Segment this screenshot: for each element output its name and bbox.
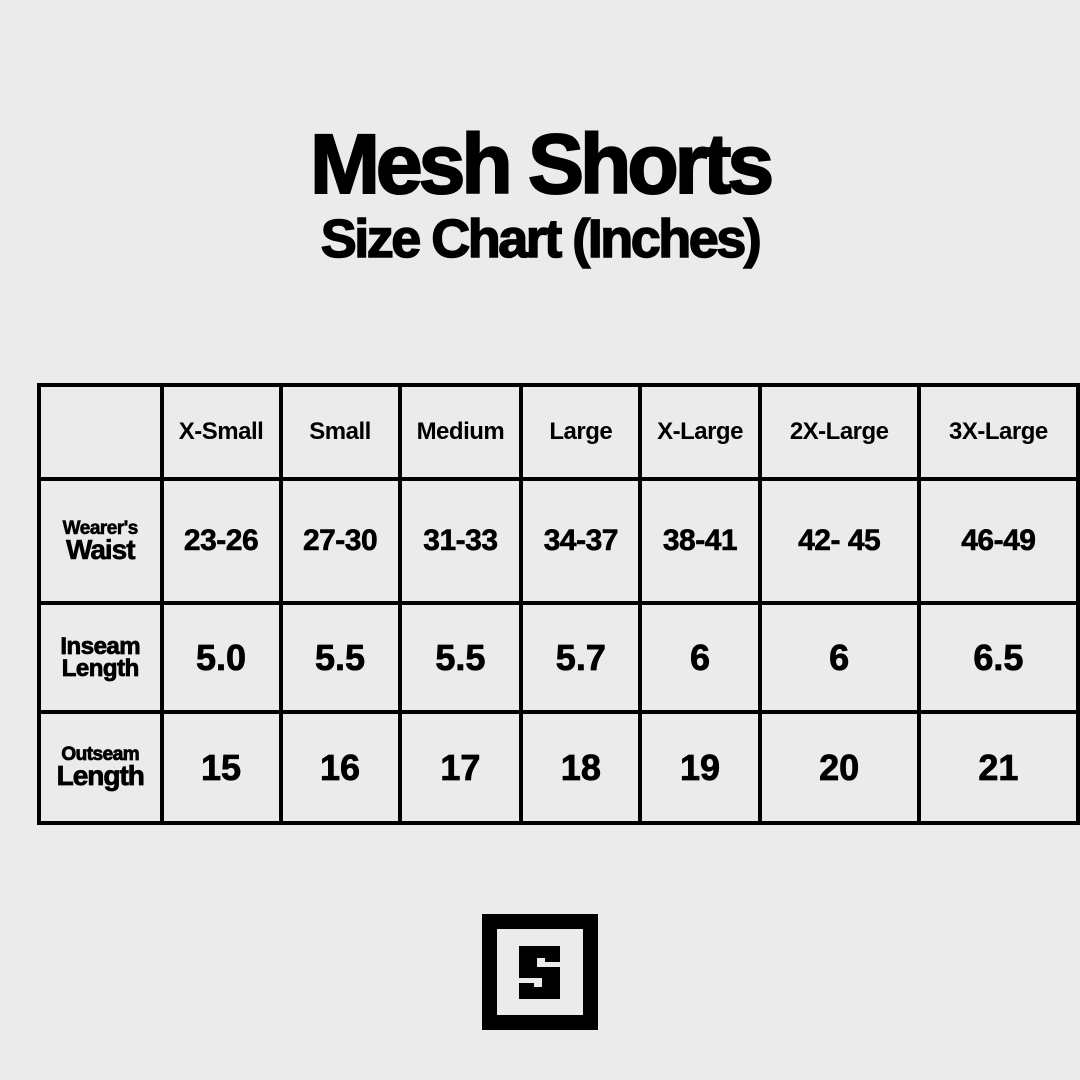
row-label: Inseam Length — [37, 601, 164, 714]
row-label: Outseam Length — [37, 710, 164, 825]
table-cell: 5.5 — [397, 601, 524, 714]
table-cell: 17 — [397, 710, 524, 825]
row-label-bottom: Length — [61, 654, 139, 682]
table-cell: 42- 45 — [757, 477, 921, 605]
table-cell: 31-33 — [397, 477, 524, 605]
table-cell: 6 — [757, 601, 921, 714]
col-header: 2X-Large — [757, 383, 921, 481]
table-cell: 23-26 — [159, 477, 283, 605]
table-cell: 5.7 — [519, 601, 643, 714]
table-cell: 20 — [757, 710, 921, 825]
corner-cell — [37, 383, 164, 481]
table-cell: 34-37 — [519, 477, 643, 605]
table-row: Wearer's Waist 23-26 27-30 31-33 34-37 38… — [37, 477, 1080, 605]
table-cell: 5.5 — [278, 601, 402, 714]
row-label-bottom: Length — [56, 760, 145, 792]
col-header: Large — [519, 383, 643, 481]
table-cell: 46-49 — [916, 477, 1080, 605]
row-label: Wearer's Waist — [37, 477, 164, 605]
row-label-top: Inseam — [60, 632, 141, 660]
table-cell: 16 — [278, 710, 402, 825]
table-cell: 6 — [638, 601, 762, 714]
row-label-bottom: Waist — [65, 533, 136, 565]
col-header: X-Small — [159, 383, 283, 481]
col-header: 3X-Large — [916, 383, 1080, 481]
table-cell: 21 — [916, 710, 1080, 825]
header-row: X-Small Small Medium Large X-Large 2X-La… — [37, 383, 1080, 481]
page-title: Mesh Shorts — [309, 117, 775, 211]
page-subtitle: Size Chart (Inches) — [320, 208, 763, 270]
row-label-top: Wearer's — [62, 517, 138, 539]
col-header: Small — [278, 383, 402, 481]
table-row: Outseam Length 15 16 17 18 19 20 21 — [37, 710, 1080, 825]
table-row: Inseam Length 5.0 5.5 5.5 5.7 6 6 6.5 — [37, 601, 1080, 714]
size-chart-table: X-Small Small Medium Large X-Large 2X-La… — [37, 383, 1080, 825]
table-cell: 6.5 — [916, 601, 1080, 714]
table-cell: 27-30 — [278, 477, 402, 605]
table-cell: 18 — [519, 710, 643, 825]
square-s-logo-icon — [519, 946, 560, 999]
table-cell: 19 — [638, 710, 762, 825]
col-header: X-Large — [638, 383, 762, 481]
table-cell: 5.0 — [159, 601, 283, 714]
brand-logo-icon — [482, 914, 598, 1030]
col-header: Medium — [397, 383, 524, 481]
row-label-top: Outseam — [61, 744, 140, 766]
table-cell: 38-41 — [638, 477, 762, 605]
table-cell: 15 — [159, 710, 283, 825]
